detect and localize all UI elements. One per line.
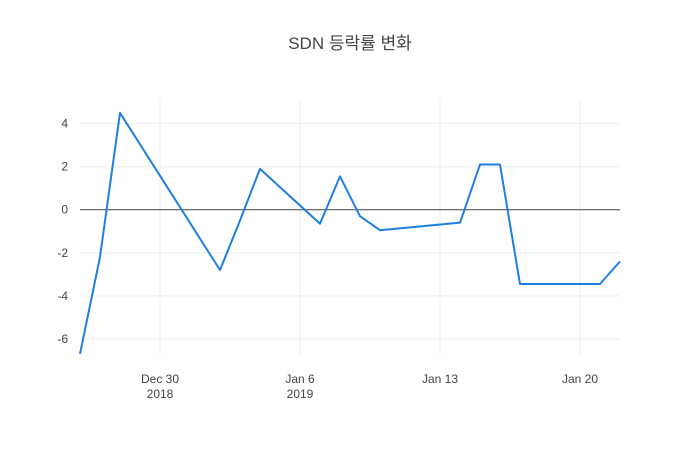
x-tick-label: Jan 6 xyxy=(285,372,315,386)
y-tick-label: -6 xyxy=(57,332,68,346)
x-tick-label: Jan 20 xyxy=(562,372,598,386)
x-tick-year: 2019 xyxy=(287,387,314,401)
y-tick-label: -4 xyxy=(57,289,68,303)
y-tick-label: 2 xyxy=(61,160,68,174)
x-tick-label: Dec 30 xyxy=(141,372,179,386)
y-tick-label: -2 xyxy=(57,246,68,260)
x-tick-label: Jan 13 xyxy=(422,372,458,386)
line xyxy=(79,111,621,355)
x-tick-year: 2018 xyxy=(147,387,174,401)
y-tick-label: 4 xyxy=(61,117,68,131)
y-tick-label: 0 xyxy=(61,203,68,217)
chart-title: SDN 등락률 변화 xyxy=(288,34,412,53)
